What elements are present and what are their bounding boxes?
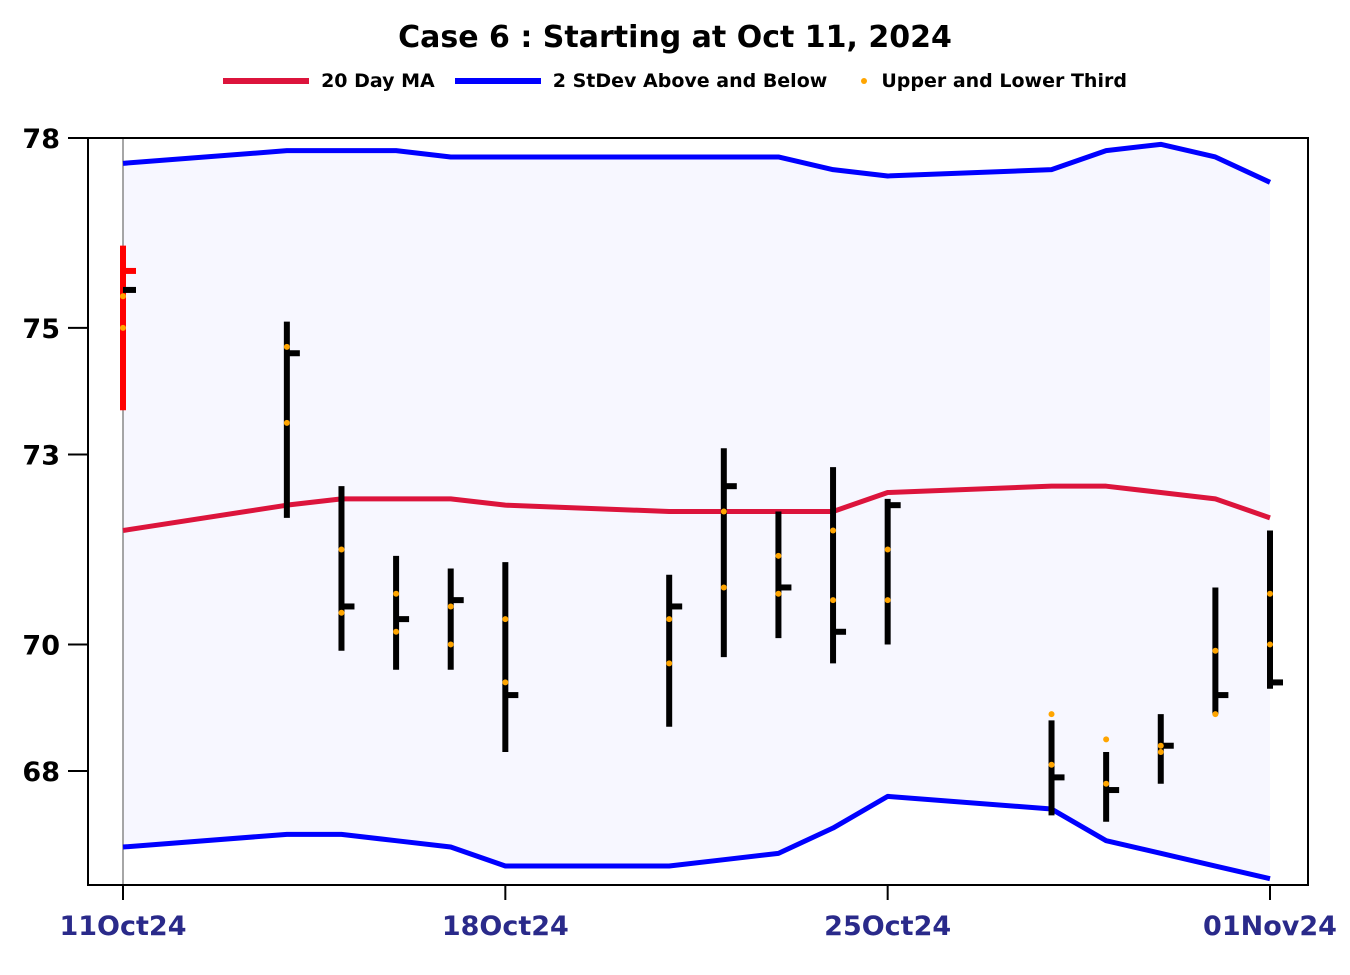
ma20-line xyxy=(122,483,1271,533)
y-tick-label: 78 xyxy=(22,124,60,155)
legend: 20 Day MA 2 StDev Above and Below Upper … xyxy=(0,70,1350,92)
upper-third-dot xyxy=(1267,590,1273,597)
legend-item-ma: 20 Day MA xyxy=(223,70,435,92)
lower-band-line xyxy=(122,793,1271,882)
lower-third-dot xyxy=(283,419,290,426)
x-tick-label: 18Oct24 xyxy=(442,911,569,942)
lower-third-dot xyxy=(666,660,673,667)
y-tick-label: 70 xyxy=(22,630,60,661)
x-tick-label: 25Oct24 xyxy=(824,911,951,942)
upper-third-dot xyxy=(283,343,290,350)
legend-swatch-thirds xyxy=(861,78,868,84)
legend-swatch-ma xyxy=(223,78,310,84)
lower-third-dot xyxy=(720,584,727,591)
legend-label-bands: 2 StDev Above and Below xyxy=(552,70,828,92)
lower-third-dot xyxy=(338,609,345,616)
lower-third-dot xyxy=(1267,641,1273,648)
lower-third-dot xyxy=(393,628,400,635)
legend-label-thirds: Upper and Lower Third xyxy=(881,70,1127,92)
upper-third-dot xyxy=(830,527,837,534)
chart-title: Case 6 : Starting at Oct 11, 2024 xyxy=(398,20,952,55)
upper-third-dot xyxy=(666,616,673,623)
x-tick-label: 11Oct24 xyxy=(59,911,186,942)
upper-third-dot xyxy=(502,616,509,623)
upper-third-dot xyxy=(1157,749,1164,756)
lower-third-dot xyxy=(830,597,837,604)
upper-third-dot xyxy=(447,603,454,610)
upper-third-dot xyxy=(884,546,891,553)
lower-third-dot xyxy=(1048,761,1055,768)
upper-third-dot xyxy=(775,552,782,559)
lower-third-dot xyxy=(447,641,454,648)
legend-item-thirds: Upper and Lower Third xyxy=(847,70,1127,92)
upper-third-dot xyxy=(338,546,345,553)
y-tick-label: 68 xyxy=(22,757,60,788)
legend-item-bands: 2 StDev Above and Below xyxy=(454,70,828,92)
lower-third-dot xyxy=(1103,780,1110,787)
y-tick-label: 75 xyxy=(22,314,60,345)
upper-third-dot xyxy=(1212,647,1219,654)
legend-swatch-bands xyxy=(454,78,541,84)
lower-third-dot xyxy=(1212,711,1219,718)
y-tick-label: 73 xyxy=(22,441,60,472)
lower-third-dot xyxy=(502,679,509,686)
upper-third-dot xyxy=(1048,711,1055,718)
upper-third-dot xyxy=(120,293,126,300)
legend-label-ma: 20 Day MA xyxy=(321,70,435,92)
lower-third-dot xyxy=(775,590,782,597)
upper-third-dot xyxy=(1103,736,1110,743)
lower-third-dot xyxy=(884,597,891,604)
plot-frame xyxy=(87,137,1309,886)
lower-third-dot xyxy=(120,324,126,331)
upper-band-line xyxy=(122,141,1272,185)
x-tick-label: 01Nov24 xyxy=(1203,911,1337,942)
lower-third-dot xyxy=(1157,742,1164,749)
upper-third-dot xyxy=(393,590,400,597)
upper-third-dot xyxy=(720,508,727,515)
